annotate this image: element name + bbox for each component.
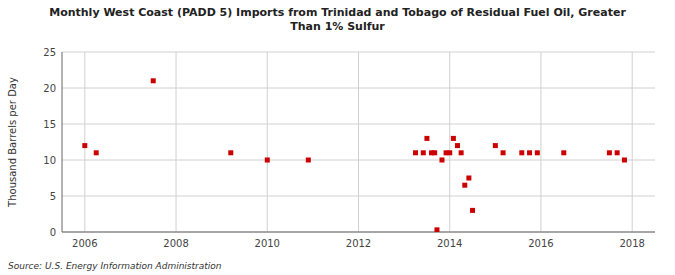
- x-tick-label: 2012: [346, 238, 371, 249]
- point: [265, 158, 270, 163]
- x-grid-line: [84, 52, 85, 232]
- point: [439, 158, 444, 163]
- point: [501, 150, 506, 155]
- point: [424, 136, 429, 141]
- y-grid-line: [62, 232, 655, 233]
- y-tick-label: 10: [43, 155, 56, 166]
- point: [519, 150, 524, 155]
- point: [462, 183, 467, 188]
- point: [447, 150, 452, 155]
- point: [466, 176, 471, 181]
- y-tick-label: 25: [43, 47, 56, 58]
- point: [421, 150, 426, 155]
- point: [607, 150, 612, 155]
- x-axis-line: [62, 232, 655, 233]
- point: [459, 150, 464, 155]
- point: [470, 208, 475, 213]
- point: [413, 150, 418, 155]
- x-grid-line: [540, 52, 541, 232]
- point: [527, 150, 532, 155]
- point: [151, 78, 156, 83]
- point: [561, 150, 566, 155]
- point: [82, 143, 87, 148]
- chart: Monthly West Coast (PADD 5) Imports from…: [0, 0, 675, 275]
- x-grid-line: [632, 52, 633, 232]
- point: [493, 143, 498, 148]
- x-tick-label: 2014: [437, 238, 462, 249]
- source: Source: U.S. Energy Information Administ…: [8, 261, 222, 271]
- y-tick-label: 0: [50, 227, 56, 238]
- point: [622, 158, 627, 163]
- point: [434, 227, 439, 232]
- x-grid-line: [176, 52, 177, 232]
- point: [535, 150, 540, 155]
- x-tick-label: 2016: [528, 238, 553, 249]
- x-tick-label: 2008: [163, 238, 188, 249]
- y-tick-label: 5: [50, 191, 56, 202]
- title: Monthly West Coast (PADD 5) Imports from…: [49, 6, 626, 33]
- x-grid-line: [358, 52, 359, 232]
- x-tick-label: 2018: [619, 238, 644, 249]
- point: [455, 143, 460, 148]
- points: [82, 78, 627, 232]
- point: [306, 158, 311, 163]
- x-tick-label: 2006: [72, 238, 97, 249]
- y-tick-label: 15: [43, 119, 56, 130]
- y-axis-label: Thousand Barrels per Day: [7, 77, 18, 208]
- point: [451, 136, 456, 141]
- point: [228, 150, 233, 155]
- y-axis-line: [62, 52, 63, 232]
- x-grid-line: [267, 52, 268, 232]
- point: [94, 150, 99, 155]
- grid: [62, 52, 655, 232]
- x-grid-line: [449, 52, 450, 232]
- point: [615, 150, 620, 155]
- x-tick-label: 2010: [255, 238, 280, 249]
- y-tick-label: 20: [43, 83, 56, 94]
- point: [432, 150, 437, 155]
